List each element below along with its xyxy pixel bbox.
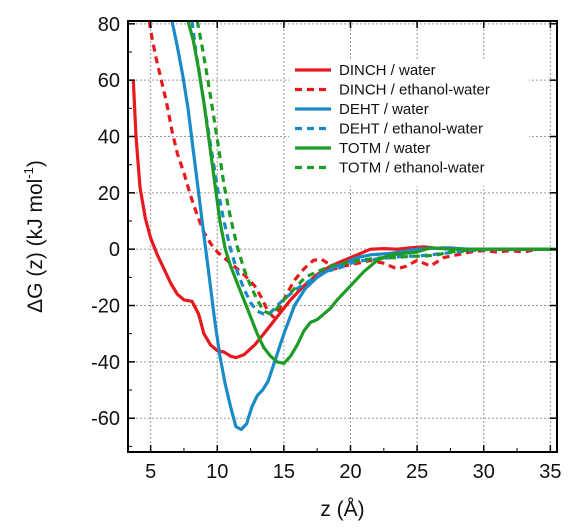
x-axis-label: z (Å) [320,498,364,521]
series-line-1 [131,80,557,360]
y-tick-label: -20 [91,296,120,318]
x-tick-label: 15 [273,461,295,483]
y-tick-label: -60 [91,408,120,430]
y-axis-label: ΔG (z) (kJ mol-1) [21,160,47,313]
plot-frame [127,20,558,453]
x-tick-label: 5 [145,461,156,483]
tick-layer: 5 10 15 20 25 30 35 -60 -40 -20 0 20 40 60 80 [91,14,561,483]
y-axis-label-superscript: -1 [21,167,36,179]
y-tick-label: 60 [98,70,120,92]
x-tick-label: 35 [539,461,561,483]
y-tick-label: 40 [98,126,120,148]
y-axis-label-main: ΔG (z) (kJ mol [24,179,47,313]
series-line-3 [170,21,557,432]
series-line-6 [195,21,557,316]
y-tick-label: 20 [98,183,120,205]
legend-entry: DEHT / water [339,101,429,118]
legend-entry: TOTM / water [339,140,430,157]
series-line-5 [186,21,557,365]
x-tick-label: 30 [473,461,495,483]
y-tick-label: 0 [109,239,120,261]
x-tick-label: 25 [406,461,428,483]
x-tick-label: 20 [339,461,361,483]
series-layer [131,21,557,432]
y-axis-label-close: ) [24,160,47,167]
legend-entry: DINCH / water [339,62,436,79]
legend-box [289,61,529,186]
y-tick-label: 80 [98,14,120,36]
legend: DINCH / water DINCH / ethanol-water DEHT /… [289,61,529,186]
legend-entry: TOTM / ethanol-water [339,160,485,177]
legend-entry: DEHT / ethanol-water [339,121,483,138]
series-line-2 [147,21,557,319]
y-tick-label: -40 [91,352,120,374]
legend-entry: DINCH / ethanol-water [339,82,490,99]
x-tick-label: 10 [206,461,228,483]
